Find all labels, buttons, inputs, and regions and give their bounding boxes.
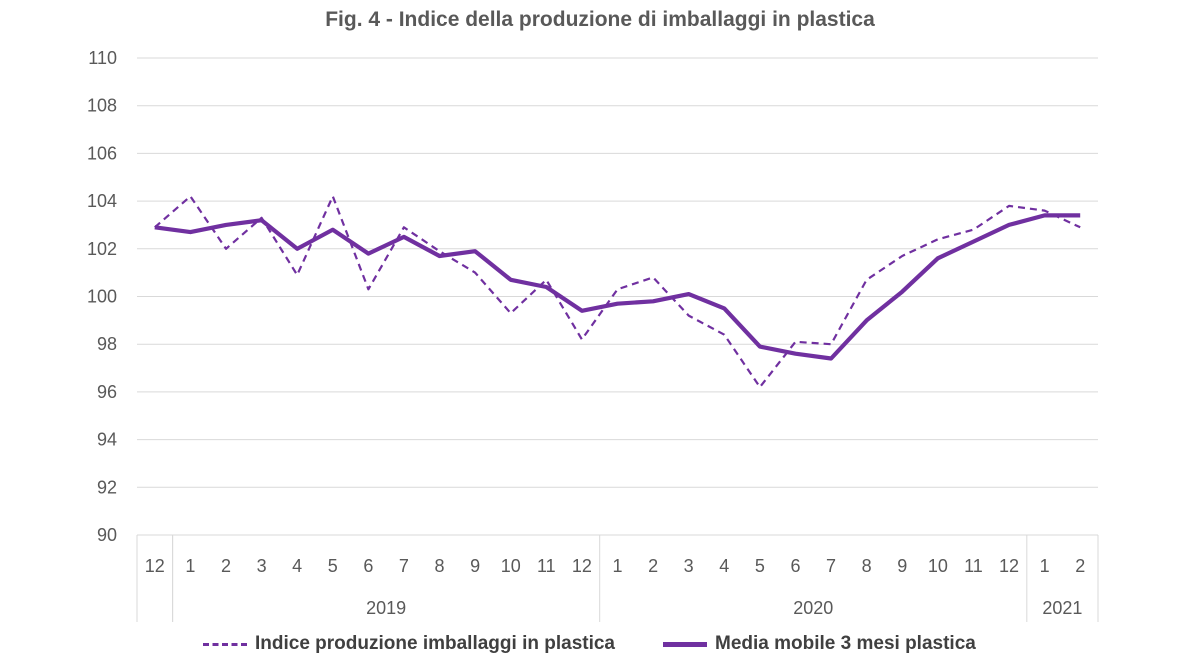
y-tick-label: 106 [87,143,117,163]
x-tick-label-month: 1 [1040,556,1050,576]
x-tick-label-month: 7 [826,556,836,576]
x-tick-label-month: 10 [501,556,521,576]
y-tick-label: 92 [97,477,117,497]
legend-label-indice: Indice produzione imballaggi in plastica [255,633,615,654]
x-tick-label-year: 2019 [366,598,406,618]
legend-label-media-mobile: Media mobile 3 mesi plastica [715,633,976,654]
x-tick-label-month: 12 [145,556,165,576]
y-tick-label: 90 [97,525,117,545]
x-tick-label-month: 2 [221,556,231,576]
legend-swatch-dashed [203,642,247,646]
x-tick-label-month: 8 [862,556,872,576]
x-tick-label-month: 3 [684,556,694,576]
series-line-indice [154,195,1081,389]
x-tick-label-month: 8 [435,556,445,576]
x-tick-label-year: 2020 [793,598,833,618]
x-tick-label-year: 2021 [1042,598,1082,618]
y-tick-label: 104 [87,191,117,211]
x-tick-label-month: 3 [257,556,267,576]
x-tick-label-month: 1 [612,556,622,576]
x-tick-label-month: 2 [648,556,658,576]
series-line-media-mobile [154,213,1081,361]
x-tick-label-month: 12 [999,556,1019,576]
legend-item-indice: Indice produzione imballaggi in plastica [203,633,615,655]
y-tick-label: 98 [97,334,117,354]
y-tick-label: 102 [87,239,117,259]
legend-item-media-mobile: Media mobile 3 mesi plastica [663,633,976,655]
x-tick-label-month: 2 [1075,556,1085,576]
x-tick-label-month: 5 [328,556,338,576]
y-tick-label: 94 [97,430,117,450]
x-tick-label-month: 7 [399,556,409,576]
x-tick-label-month: 6 [790,556,800,576]
x-tick-label-month: 4 [292,556,302,576]
chart-title: Fig. 4 - Indice della produzione di imba… [325,8,875,31]
y-tick-label: 108 [87,96,117,116]
x-tick-label-month: 10 [928,556,948,576]
y-tick-label: 110 [88,48,117,68]
x-tick-label-month: 4 [719,556,729,576]
x-tick-label-month: 11 [537,556,556,576]
legend-swatch-solid [663,641,707,647]
x-tick-label-month: 9 [897,556,907,576]
x-tick-label-month: 12 [572,556,592,576]
legend: Indice produzione imballaggi in plastica… [0,633,1200,663]
y-tick-label: 100 [87,287,117,307]
x-tick-label-month: 1 [185,556,195,576]
x-tick-label-month: 9 [470,556,480,576]
y-tick-label: 96 [97,382,117,402]
x-tick-label-month: 5 [755,556,765,576]
x-tick-label-month: 6 [363,556,373,576]
x-tick-label-month: 11 [964,556,983,576]
